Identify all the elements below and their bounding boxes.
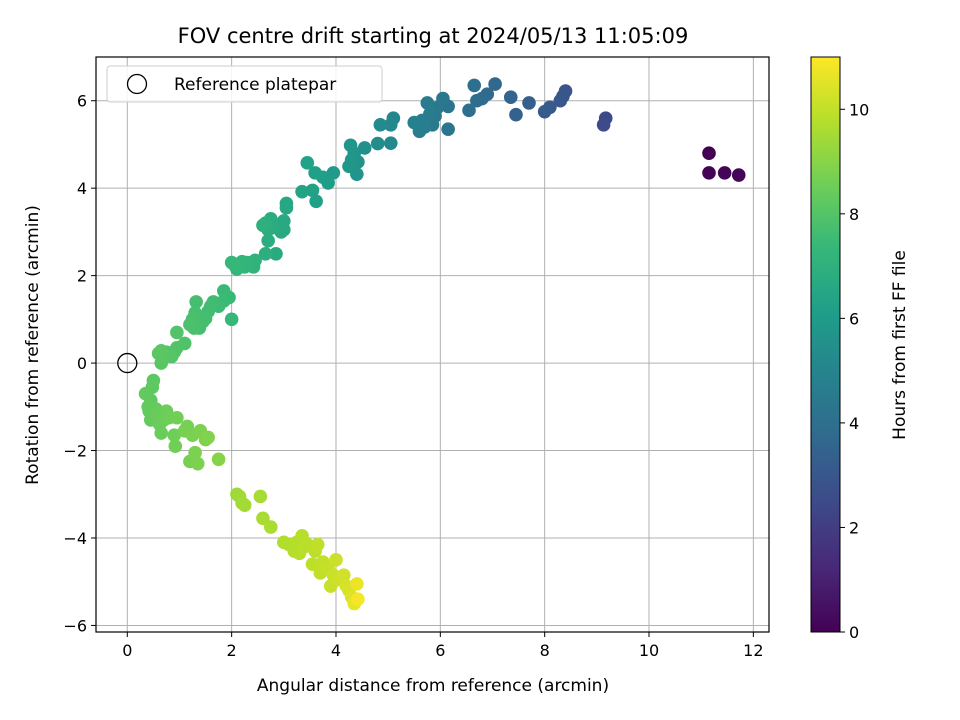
plot-frame xyxy=(95,56,770,633)
data-point xyxy=(300,156,315,170)
data-point xyxy=(295,184,309,199)
data-point xyxy=(269,246,283,261)
x-tick-label: 6 xyxy=(435,641,445,660)
y-tick-label: −6 xyxy=(63,616,87,635)
data-point xyxy=(258,246,273,261)
colorbar: 0 2 4 6 8 10 Hours from first FF file xyxy=(810,56,910,642)
data-point xyxy=(170,410,184,425)
data-point xyxy=(553,93,568,108)
data-point xyxy=(329,553,343,567)
x-tick-label: 0 xyxy=(122,641,132,660)
data-point xyxy=(308,166,322,180)
colorbar-tick-label: 4 xyxy=(849,414,859,433)
data-point xyxy=(167,428,182,443)
data-point xyxy=(263,520,278,534)
data-point xyxy=(702,146,716,160)
y-tick-label: 0 xyxy=(77,354,87,373)
data-point xyxy=(420,96,435,110)
data-point xyxy=(305,557,320,572)
data-point xyxy=(188,445,202,460)
data-point xyxy=(217,284,231,298)
y-axis-ticks: −6 −4 −2 0 2 4 6 xyxy=(63,92,96,635)
data-point xyxy=(224,312,239,327)
data-point xyxy=(309,194,323,209)
x-axis-label: Angular distance from reference (arcmin) xyxy=(257,676,609,696)
data-point xyxy=(370,136,385,151)
data-point xyxy=(342,159,356,174)
data-point xyxy=(261,233,275,248)
data-point xyxy=(522,96,536,110)
data-point xyxy=(201,430,215,445)
data-point xyxy=(702,166,716,180)
x-axis-ticks: 0 2 4 6 8 10 12 xyxy=(122,632,764,660)
data-point xyxy=(357,141,372,155)
x-tick-label: 8 xyxy=(540,641,550,660)
x-tick-label: 12 xyxy=(743,641,763,660)
data-point xyxy=(237,498,252,512)
data-point xyxy=(383,117,398,132)
colorbar-tick-label: 8 xyxy=(849,205,859,224)
y-tick-label: 2 xyxy=(77,267,87,286)
data-point xyxy=(470,93,484,108)
chart-title: FOV centre drift starting at 2024/05/13 … xyxy=(178,24,689,48)
data-point xyxy=(462,103,476,118)
y-tick-label: −4 xyxy=(63,529,87,548)
y-axis-label: Rotation from reference (arcmin) xyxy=(23,205,43,485)
data-point xyxy=(537,104,552,119)
data-point xyxy=(407,115,422,130)
colorbar-tick-label: 6 xyxy=(849,309,859,328)
data-point xyxy=(337,568,351,582)
data-point xyxy=(467,78,482,93)
data-point xyxy=(183,317,197,332)
data-point xyxy=(154,426,169,440)
y-tick-label: 4 xyxy=(77,179,87,198)
data-point xyxy=(509,107,523,122)
y-tick-label: −2 xyxy=(63,442,87,461)
data-point xyxy=(253,489,268,504)
colorbar-ticks: 0 2 4 6 8 10 xyxy=(840,100,869,642)
data-point xyxy=(211,452,226,467)
data-point xyxy=(256,511,270,526)
data-point xyxy=(383,136,398,150)
data-point xyxy=(596,117,611,132)
data-point xyxy=(310,537,325,552)
data-point xyxy=(151,346,166,361)
data-point xyxy=(503,90,518,105)
colorbar-tick-label: 2 xyxy=(849,518,859,537)
data-point xyxy=(168,439,183,453)
data-point xyxy=(717,166,732,180)
reference-platepar-marker xyxy=(117,352,138,374)
y-tick-label: 6 xyxy=(77,92,87,111)
x-tick-label: 10 xyxy=(639,641,659,660)
x-tick-label: 2 xyxy=(227,641,237,660)
data-point xyxy=(326,166,341,180)
data-point xyxy=(279,201,294,215)
data-point xyxy=(441,122,455,136)
data-point xyxy=(488,77,502,91)
x-tick-label: 4 xyxy=(331,641,341,660)
data-point xyxy=(351,592,365,607)
legend-box xyxy=(106,65,383,103)
colorbar-tick-label: 10 xyxy=(849,100,869,119)
data-point xyxy=(138,386,153,401)
data-point xyxy=(373,117,388,132)
data-point xyxy=(224,255,239,270)
data-point xyxy=(170,325,184,340)
data-point xyxy=(350,577,364,591)
data-point xyxy=(190,456,205,471)
data-point xyxy=(343,138,358,153)
colorbar-label: Hours from first FF file xyxy=(890,250,910,440)
reference-marker-layer xyxy=(117,352,138,374)
data-point xyxy=(256,218,270,233)
legend-reference-marker xyxy=(126,73,148,95)
legend: Reference platepar xyxy=(106,65,383,103)
colorbar-tick-label: 0 xyxy=(849,623,859,642)
data-point xyxy=(731,168,746,182)
data-point xyxy=(305,183,320,198)
scatter-points xyxy=(138,77,746,611)
colorbar-gradient xyxy=(810,56,841,633)
data-point xyxy=(189,295,203,309)
legend-label: Reference platepar xyxy=(174,75,336,95)
